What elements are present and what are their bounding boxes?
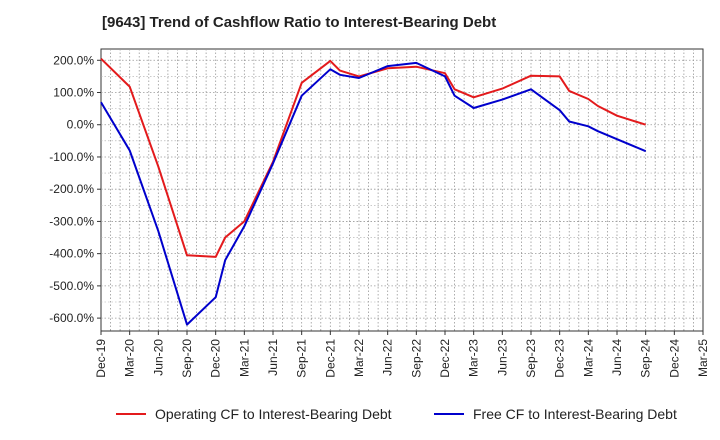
x-tick-label: Jun-23 xyxy=(495,339,509,376)
y-tick-label: -400.0% xyxy=(49,247,94,261)
x-tick-label: Mar-22 xyxy=(352,339,366,377)
x-tick-label: Mar-20 xyxy=(123,339,137,377)
x-tick-label: Dec-20 xyxy=(209,339,223,378)
y-tick-label: 0.0% xyxy=(67,118,95,132)
legend-layer: Operating CF to Interest-Bearing Debt Fre… xyxy=(116,406,677,422)
x-tick-label: Sep-24 xyxy=(639,339,653,378)
x-tick-label: Dec-23 xyxy=(553,339,567,378)
x-tick-label: Mar-24 xyxy=(581,339,595,377)
x-tick-label: Jun-24 xyxy=(610,339,624,376)
y-tick-label: -500.0% xyxy=(49,279,94,293)
x-tick-label: Sep-22 xyxy=(409,339,423,378)
x-tick-label: Mar-21 xyxy=(237,339,251,377)
chart-title: [9643] Trend of Cashflow Ratio to Intere… xyxy=(102,14,497,31)
y-tick-label: -100.0% xyxy=(49,150,94,164)
x-tick-label: Dec-21 xyxy=(323,339,337,378)
x-tick-label: Dec-22 xyxy=(438,339,452,378)
y-tick-label: -300.0% xyxy=(49,214,94,228)
y-tick-label: 100.0% xyxy=(53,86,94,100)
axis-layer: 200.0% 100.0% 0.0% -100.0% -200.0% -300.0% -40… xyxy=(49,53,710,377)
series-line-1 xyxy=(100,57,646,258)
x-tick-label: Jun-21 xyxy=(266,339,280,376)
y-tick-label: 200.0% xyxy=(53,53,94,67)
y-tick-label: -200.0% xyxy=(49,182,94,196)
x-tick-label: Sep-20 xyxy=(180,339,194,378)
grid-layer xyxy=(100,48,704,332)
x-tick-label: Jun-22 xyxy=(381,339,395,376)
series-line-2 xyxy=(100,61,647,326)
x-tick-label: Jun-20 xyxy=(151,339,165,376)
legend-label-1: Operating CF to Interest-Bearing Debt xyxy=(155,406,392,422)
x-tick-label: Dec-24 xyxy=(667,339,681,378)
x-tick-label: Dec-19 xyxy=(94,339,108,378)
x-tick-label: Sep-21 xyxy=(295,339,309,378)
x-tick-label: Mar-23 xyxy=(467,339,481,377)
y-tick-label: -600.0% xyxy=(49,311,94,325)
x-tick-label: Mar-25 xyxy=(696,339,710,377)
plot-frame xyxy=(100,48,704,332)
series-layer xyxy=(100,57,647,326)
x-tick-label: Sep-23 xyxy=(524,339,538,378)
legend-label-2: Free CF to Interest-Bearing Debt xyxy=(473,406,677,422)
